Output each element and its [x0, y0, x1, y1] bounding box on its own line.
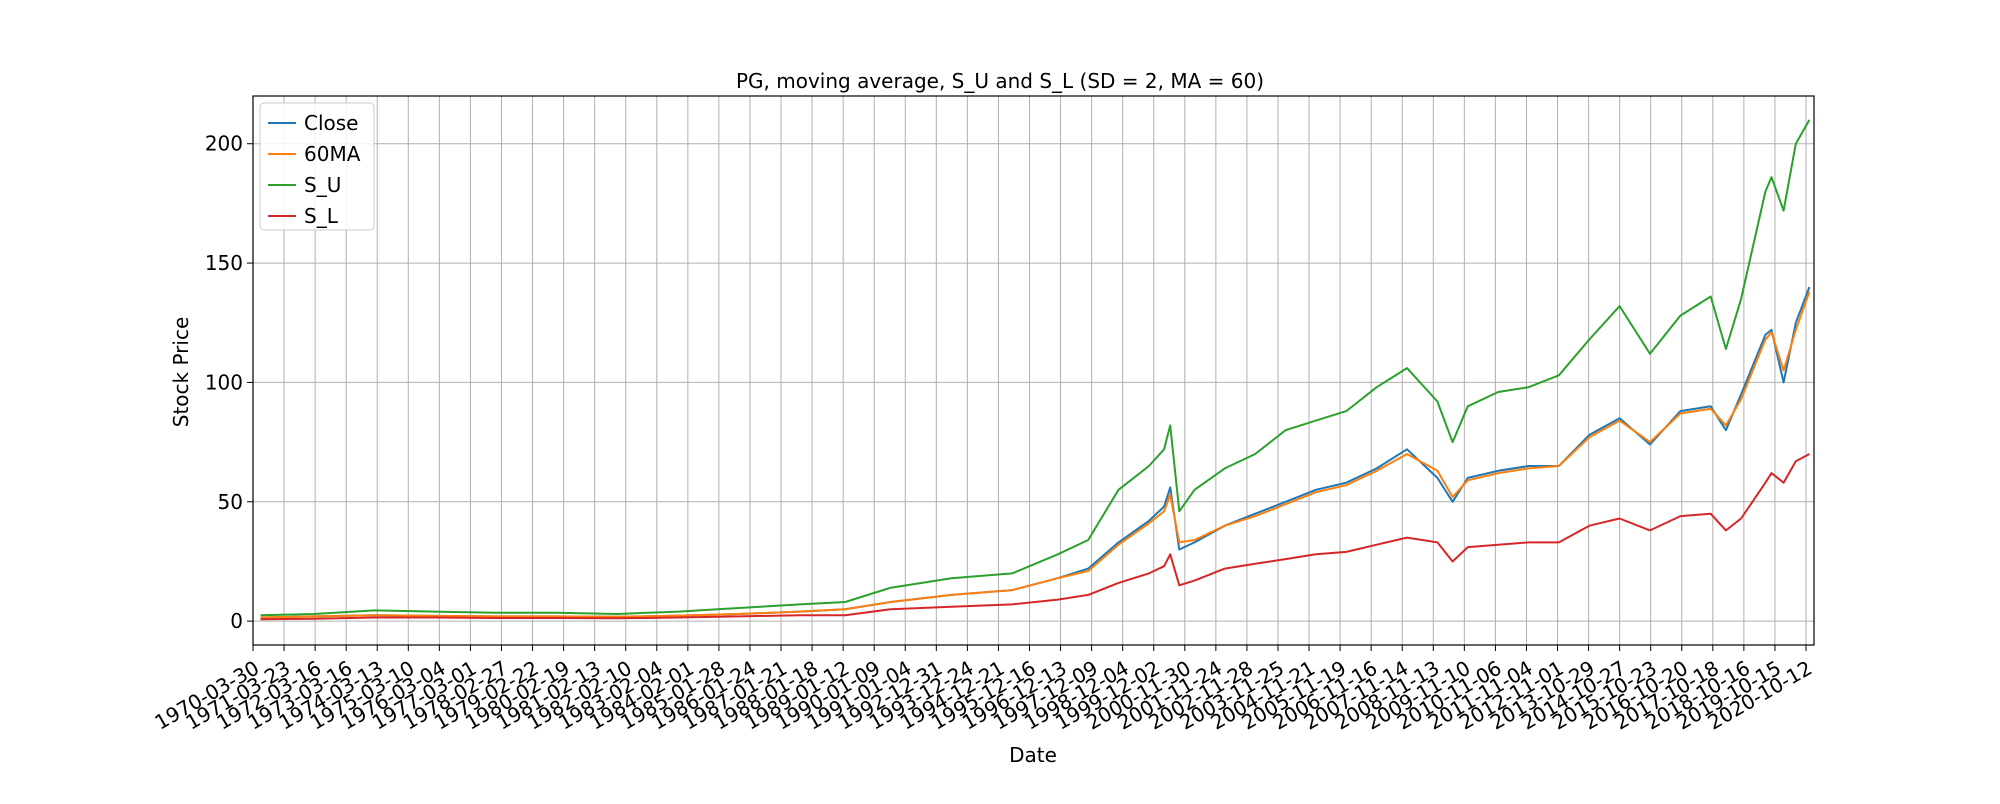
- y-tick-label: 0: [230, 609, 243, 633]
- legend-box: [259, 102, 375, 231]
- y-tick-label: 200: [205, 132, 243, 156]
- y-tick-label: 100: [205, 370, 243, 394]
- plot-area-frame: [252, 95, 1815, 646]
- chart-title: PG, moving average, S_U and S_L (SD = 2,…: [736, 69, 1264, 93]
- legend-label: S_L: [304, 204, 339, 228]
- legend-label: S_U: [304, 173, 341, 197]
- y-axis-label: Stock Price: [169, 317, 193, 428]
- y-tick-label: 50: [218, 490, 243, 514]
- series-line-s_u: [260, 119, 1811, 617]
- legend: Close 60MA S_U S_L: [259, 102, 375, 231]
- series-line-s_l: [260, 453, 1810, 621]
- y-tick-label: 150: [205, 251, 243, 275]
- series-line-close: [260, 286, 1811, 619]
- legend-label: 60MA: [304, 142, 361, 166]
- x-axis-label: Date: [1009, 743, 1057, 767]
- series-line-60ma: [260, 291, 1811, 619]
- legend-label: Close: [304, 111, 358, 135]
